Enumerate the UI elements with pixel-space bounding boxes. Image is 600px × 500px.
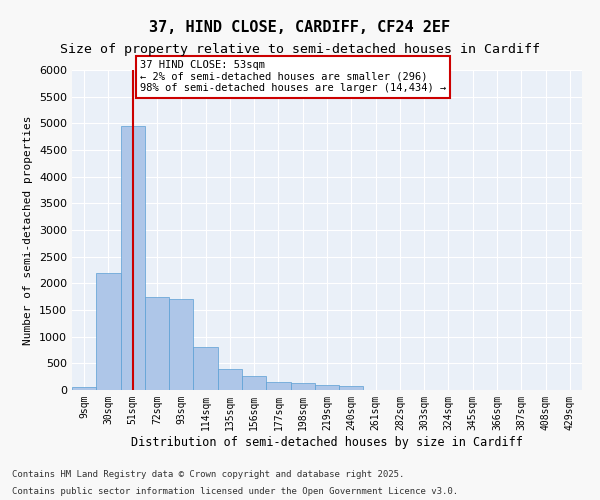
Bar — [315, 385, 339, 390]
Bar — [169, 300, 193, 390]
Text: Size of property relative to semi-detached houses in Cardiff: Size of property relative to semi-detach… — [60, 42, 540, 56]
Bar — [266, 382, 290, 390]
Bar — [121, 126, 145, 390]
Bar — [72, 388, 96, 390]
Bar — [96, 272, 121, 390]
Y-axis label: Number of semi-detached properties: Number of semi-detached properties — [23, 116, 34, 345]
Bar — [339, 386, 364, 390]
Text: Contains public sector information licensed under the Open Government Licence v3: Contains public sector information licen… — [12, 488, 458, 496]
Bar — [193, 348, 218, 390]
Bar — [242, 376, 266, 390]
Text: 37 HIND CLOSE: 53sqm
← 2% of semi-detached houses are smaller (296)
98% of semi-: 37 HIND CLOSE: 53sqm ← 2% of semi-detach… — [140, 60, 446, 94]
Bar — [145, 296, 169, 390]
Bar — [290, 383, 315, 390]
Bar — [218, 368, 242, 390]
Text: Contains HM Land Registry data © Crown copyright and database right 2025.: Contains HM Land Registry data © Crown c… — [12, 470, 404, 479]
X-axis label: Distribution of semi-detached houses by size in Cardiff: Distribution of semi-detached houses by … — [131, 436, 523, 448]
Text: 37, HIND CLOSE, CARDIFF, CF24 2EF: 37, HIND CLOSE, CARDIFF, CF24 2EF — [149, 20, 451, 35]
